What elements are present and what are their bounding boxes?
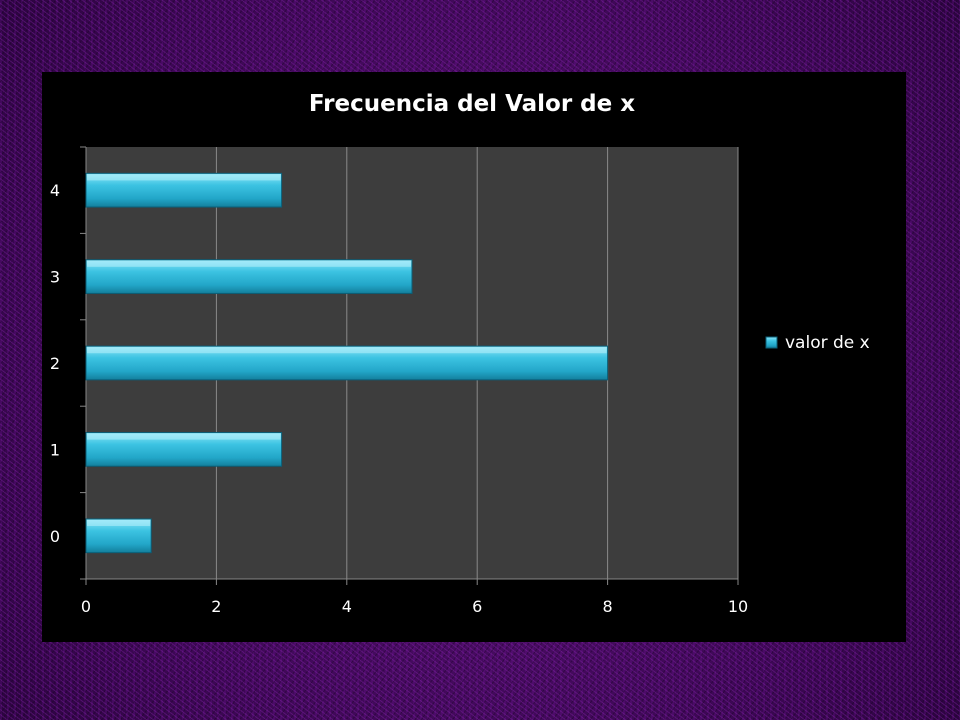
y-tick-label: 4 [50, 181, 60, 200]
legend: valor de x [765, 333, 870, 353]
chart-area: Frecuencia del Valor de x 0 2 4 6 8 10 0 1 2 3 4 v… [42, 72, 906, 642]
y-tick-label: 3 [50, 268, 60, 287]
x-tick-label: 10 [728, 597, 748, 616]
legend-swatch [765, 336, 778, 349]
bar-highlight [87, 174, 281, 181]
bar-chart: Frecuencia del Valor de x 0 2 4 6 8 10 0 1 2 3 4 v… [50, 91, 870, 616]
y-tick-label: 0 [50, 527, 60, 546]
chart-title: Frecuencia del Valor de x [309, 91, 635, 117]
x-tick-label: 4 [342, 597, 352, 616]
bar-highlight [87, 260, 411, 267]
bar-highlight [87, 347, 607, 354]
y-tick-label: 2 [50, 354, 60, 373]
x-tick-label: 8 [603, 597, 613, 616]
bar-highlight [87, 519, 151, 527]
y-tick-label: 1 [50, 440, 60, 459]
x-tick-label: 2 [211, 597, 221, 616]
x-tick-label: 6 [472, 597, 482, 616]
plot-area: 0 2 4 6 8 10 0 1 2 3 4 [50, 146, 748, 616]
legend-label: valor de x [785, 333, 870, 353]
x-tick-label: 0 [81, 597, 91, 616]
bar-highlight [87, 433, 281, 440]
